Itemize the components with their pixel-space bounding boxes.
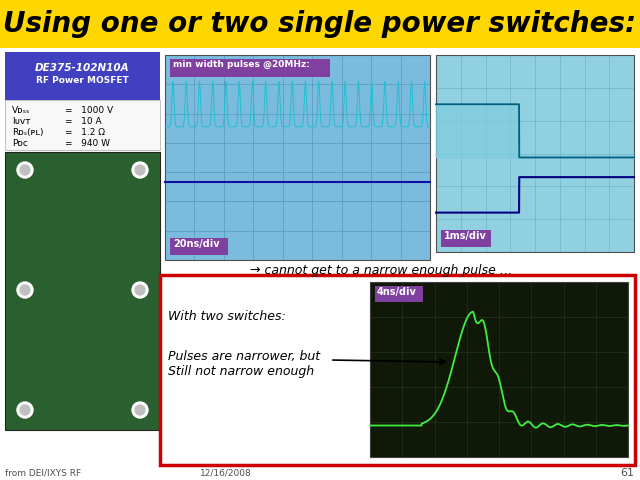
- Text: With two switches:: With two switches:: [168, 310, 285, 323]
- Circle shape: [135, 165, 145, 175]
- Bar: [0, 48, 640, 470]
- Bar: [5, 152, 160, 430]
- Bar: [170, 59, 330, 77]
- Text: =   1000 V: = 1000 V: [65, 106, 113, 115]
- Bar: [436, 55, 634, 252]
- Circle shape: [17, 402, 33, 418]
- Circle shape: [17, 162, 33, 178]
- Text: =   940 W: = 940 W: [65, 139, 110, 148]
- Text: 20ns/div: 20ns/div: [173, 239, 220, 249]
- Bar: [5, 100, 160, 150]
- Text: from DEI/IXYS RF: from DEI/IXYS RF: [5, 468, 81, 477]
- Bar: [5, 52, 160, 100]
- Circle shape: [20, 285, 30, 295]
- Text: Using one or two single power switches:: Using one or two single power switches:: [3, 10, 637, 38]
- Text: RF Power MOSFET: RF Power MOSFET: [36, 76, 129, 85]
- Bar: [0, 0, 640, 48]
- Text: Still not narrow enough: Still not narrow enough: [168, 365, 314, 378]
- Bar: [375, 286, 423, 302]
- Bar: [170, 238, 228, 255]
- Text: 1ms/div: 1ms/div: [444, 231, 487, 241]
- Circle shape: [132, 282, 148, 298]
- Circle shape: [20, 405, 30, 415]
- Text: → cannot get to a narrow enough pulse …: → cannot get to a narrow enough pulse …: [250, 264, 513, 277]
- Circle shape: [132, 402, 148, 418]
- Circle shape: [135, 285, 145, 295]
- Text: Pulses are narrower, but: Pulses are narrower, but: [168, 350, 320, 363]
- Text: Iᴜᴠᴛ: Iᴜᴠᴛ: [12, 117, 31, 126]
- Text: Vᴅₛₛ: Vᴅₛₛ: [12, 106, 30, 115]
- Text: DE375-102N10A: DE375-102N10A: [35, 63, 129, 73]
- Text: =   10 A: = 10 A: [65, 117, 102, 126]
- Circle shape: [20, 165, 30, 175]
- Bar: [160, 275, 635, 465]
- Circle shape: [132, 162, 148, 178]
- Text: 61: 61: [620, 468, 634, 478]
- Text: min width pulses @20MHz:: min width pulses @20MHz:: [173, 60, 310, 69]
- Bar: [441, 230, 491, 247]
- Circle shape: [135, 405, 145, 415]
- Text: =   1.2 Ω: = 1.2 Ω: [65, 128, 105, 137]
- Circle shape: [17, 282, 33, 298]
- Text: Rᴅₛ(ᴘʟ): Rᴅₛ(ᴘʟ): [12, 128, 44, 137]
- Text: 4ns/div: 4ns/div: [377, 287, 417, 297]
- Text: 12/16/2008: 12/16/2008: [200, 468, 252, 477]
- Text: Pᴅᴄ: Pᴅᴄ: [12, 139, 28, 148]
- Bar: [370, 282, 628, 457]
- Bar: [165, 55, 430, 260]
